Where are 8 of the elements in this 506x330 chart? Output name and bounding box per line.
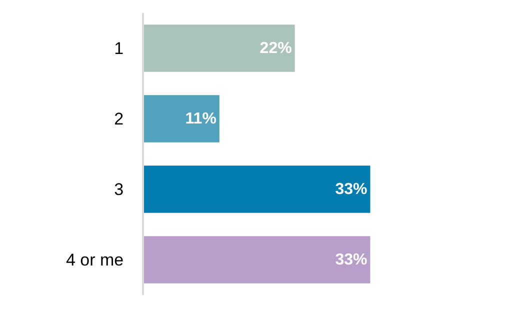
y-tick-label: 2: [114, 110, 124, 129]
data-label: 33%: [335, 251, 368, 268]
data-label: 11%: [185, 110, 216, 128]
data-label: 33%: [335, 180, 368, 198]
y-tick-label: 4 or me: [66, 250, 124, 270]
data-label: 22%: [260, 40, 292, 57]
y-tick-label: 1: [114, 39, 124, 58]
y-tick-label: 3: [114, 180, 124, 200]
